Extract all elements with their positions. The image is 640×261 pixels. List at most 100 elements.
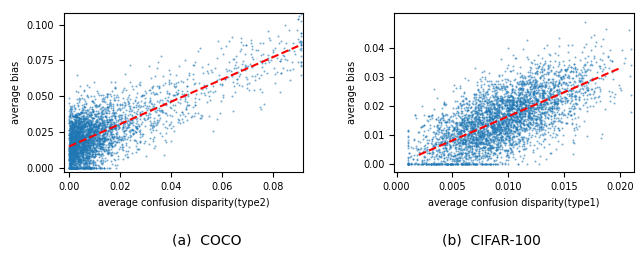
Point <box>70 131 80 135</box>
Point <box>571 101 581 105</box>
Point <box>122 137 132 141</box>
Point <box>102 120 113 124</box>
Point <box>467 161 477 165</box>
Point <box>64 161 74 165</box>
Point <box>80 166 90 170</box>
Point <box>511 126 522 130</box>
Point <box>107 124 117 128</box>
Point <box>97 147 107 151</box>
Point <box>72 119 83 123</box>
Point <box>519 100 529 104</box>
Point <box>467 112 477 116</box>
Point <box>68 157 78 162</box>
Point <box>593 85 604 90</box>
Point <box>504 98 514 102</box>
Point <box>65 166 76 170</box>
Point <box>504 106 515 110</box>
Point <box>86 105 97 109</box>
Point <box>112 132 122 137</box>
Point <box>69 159 79 163</box>
Point <box>429 141 440 145</box>
Point <box>105 92 115 96</box>
Point <box>482 123 492 127</box>
Point <box>458 91 468 95</box>
Point <box>485 115 495 119</box>
Point <box>91 126 101 130</box>
Point <box>78 155 88 159</box>
Point <box>100 137 110 141</box>
Point <box>65 141 75 145</box>
Point <box>574 76 584 80</box>
Point <box>67 124 77 128</box>
Point <box>483 79 493 83</box>
Point <box>490 102 500 106</box>
Point <box>93 136 104 140</box>
Point <box>106 120 116 124</box>
Point <box>96 128 106 132</box>
Point <box>545 108 555 112</box>
Point <box>82 161 92 165</box>
Point <box>68 166 78 170</box>
Point <box>512 128 522 132</box>
Point <box>508 103 518 107</box>
Point <box>425 151 435 155</box>
Point <box>534 82 544 87</box>
Point <box>93 135 103 140</box>
Point <box>501 107 511 111</box>
Point <box>139 117 149 121</box>
Point <box>148 123 158 127</box>
Point <box>574 98 584 102</box>
Point <box>65 151 75 155</box>
Point <box>448 119 458 123</box>
Point <box>515 118 525 122</box>
Point <box>76 117 86 121</box>
Point <box>471 148 481 152</box>
Point <box>525 80 535 84</box>
Point <box>549 85 559 89</box>
Point <box>493 116 503 120</box>
Point <box>77 132 87 136</box>
Point <box>68 153 79 157</box>
Point <box>406 162 416 166</box>
Point <box>81 119 92 123</box>
Point <box>563 73 573 77</box>
Point <box>77 142 88 146</box>
Point <box>514 131 524 135</box>
Point <box>74 140 84 144</box>
Point <box>470 110 480 115</box>
Point <box>107 134 117 138</box>
Point <box>75 112 85 116</box>
Point <box>78 156 88 160</box>
Point <box>536 121 546 126</box>
Point <box>480 121 490 125</box>
Point <box>434 142 444 146</box>
Point <box>522 115 532 119</box>
Point <box>73 140 83 144</box>
Point <box>67 130 77 134</box>
Point <box>140 111 150 115</box>
Point <box>215 111 225 115</box>
Point <box>506 147 516 151</box>
Point <box>122 155 132 159</box>
Point <box>114 134 124 138</box>
Point <box>436 140 446 145</box>
Point <box>474 111 484 115</box>
Point <box>93 122 104 126</box>
Point <box>77 146 88 151</box>
Point <box>91 145 101 149</box>
Point <box>470 162 481 166</box>
Point <box>75 136 85 140</box>
Point <box>506 91 516 95</box>
Point <box>68 158 78 162</box>
Point <box>74 129 84 134</box>
Point <box>580 62 590 67</box>
Point <box>255 53 266 57</box>
Point <box>69 149 79 153</box>
Point <box>539 46 549 50</box>
Point <box>568 126 579 130</box>
Point <box>518 86 529 91</box>
Point <box>577 86 587 91</box>
Point <box>81 153 92 157</box>
Point <box>493 86 503 90</box>
Point <box>416 162 426 166</box>
